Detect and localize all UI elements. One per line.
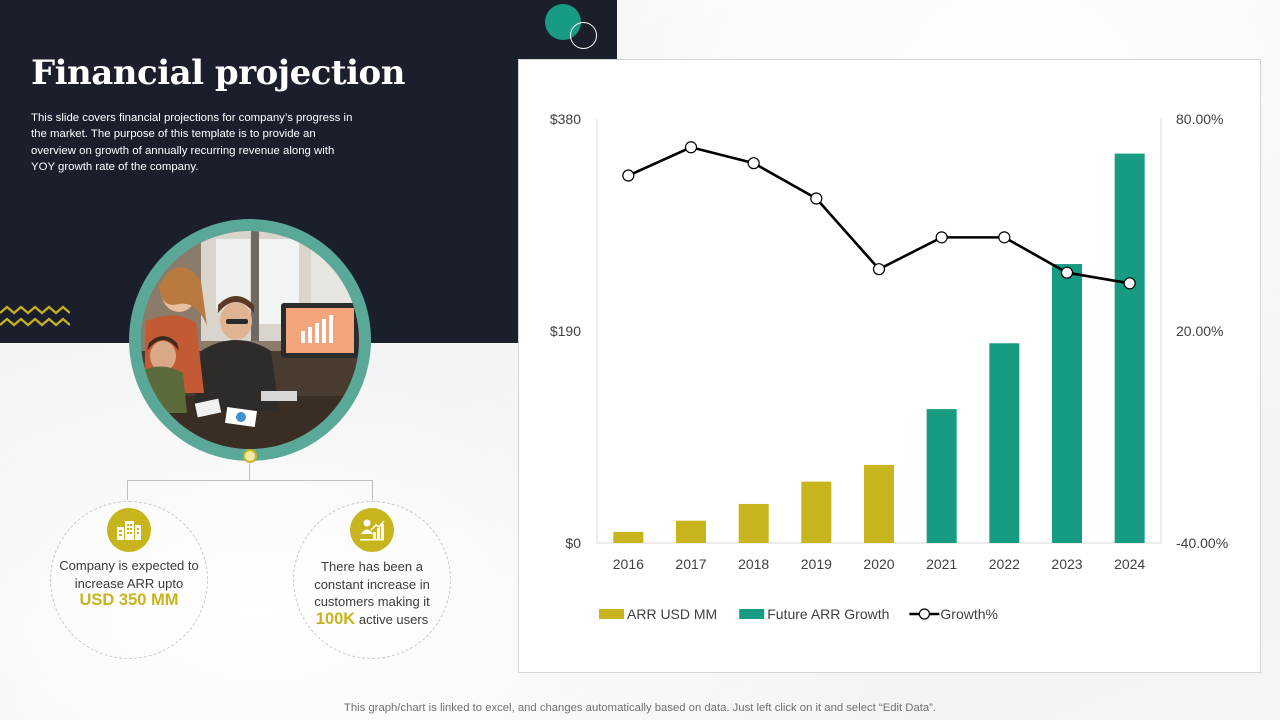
bar-future-arr-growth-2022 [989, 343, 1020, 543]
connector-line-left [127, 480, 128, 500]
slide-description: This slide covers financial projections … [31, 112, 353, 173]
y-left-tick-label: $0 [565, 535, 581, 551]
bar-arr-usd-mm-2016 [613, 531, 644, 543]
page-title: Financial projection [31, 53, 405, 93]
bar-future-arr-growth-2021 [926, 409, 957, 543]
footnote: This graph/chart is linked to excel, and… [343, 702, 937, 714]
chart-canvas: $0 $190 $380 -40.00% 20.00% 80.00% 2016 2017 201… [550, 111, 1228, 622]
growth-point-2021 [935, 231, 948, 244]
x-tick-label: 2017 [675, 556, 706, 572]
growth-point-2016 [622, 169, 635, 182]
bar-arr-usd-mm-2020 [864, 464, 894, 543]
growth-point-2024 [1123, 277, 1136, 290]
connector-line-vertical [249, 462, 250, 480]
growth-point-2020 [872, 263, 886, 276]
x-tick-label: 2022 [989, 556, 1020, 572]
arr-info-highlight: USD 350 MM [79, 591, 179, 609]
bar-arr-usd-mm-2018 [738, 503, 769, 543]
x-tick-label: 2021 [926, 556, 957, 572]
legend-marker [918, 608, 930, 620]
y-right-tick-label: -40.00% [1176, 535, 1228, 551]
decorative-ring [570, 22, 597, 49]
legend-swatch [739, 609, 765, 619]
arr-info-body: Company is expected to increase ARR upto [59, 558, 199, 591]
x-tick-label: 2016 [613, 556, 644, 572]
bar-arr-usd-mm-2019 [801, 481, 832, 543]
users-info-body: There has been a constant increase in cu… [314, 559, 430, 609]
x-tick-label: 2020 [863, 556, 894, 572]
users-info-card: There has been a constant increase in cu… [293, 501, 451, 659]
arr-info-text: Company is expected to increase ARR upto… [59, 557, 199, 610]
x-tick-label: 2018 [738, 556, 769, 572]
arr-info-card: Company is expected to increase ARR upto… [50, 501, 208, 659]
growth-point-2018 [747, 157, 760, 170]
x-tick-label: 2024 [1114, 556, 1145, 572]
bar-future-arr-growth-2024 [1114, 153, 1145, 543]
office-team-photo [141, 231, 359, 449]
users-info-suffix: active users [358, 611, 429, 627]
photo-connector-dot [243, 449, 257, 463]
bar-arr-usd-mm-2017 [676, 520, 706, 543]
connector-line-right [372, 480, 373, 500]
y-left-tick-label: $380 [550, 111, 581, 127]
buildings-icon [107, 508, 151, 552]
y-right-tick-label: 80.00% [1176, 111, 1223, 127]
bar-future-arr-growth-2023 [1052, 264, 1082, 543]
users-info-text: There has been a constant increase in cu… [302, 558, 442, 628]
y-left-tick-label: $190 [550, 323, 581, 339]
x-tick-label: 2019 [801, 556, 832, 572]
growth-line [627, 145, 1130, 285]
legend-label: ARR USD MM [627, 606, 717, 622]
users-info-highlight: 100K [315, 609, 356, 628]
legend-swatch [599, 609, 624, 619]
zigzag-decoration [0, 305, 70, 327]
y-right-tick-label: 20.00% [1176, 323, 1223, 339]
growth-point-2023 [1060, 266, 1074, 279]
legend-label: Future ARR Growth [767, 606, 889, 622]
growth-point-2022 [998, 231, 1011, 244]
arr-growth-chart[interactable]: $0 $190 $380 -40.00% 20.00% 80.00% 2016 2017 201… [518, 59, 1261, 673]
growth-point-2019 [810, 192, 823, 205]
x-tick-label: 2023 [1051, 556, 1082, 572]
legend-label: Growth% [940, 606, 998, 622]
connector-line-horizontal [127, 480, 373, 481]
growth-chart-icon [350, 508, 394, 552]
growth-point-2017 [684, 141, 698, 154]
